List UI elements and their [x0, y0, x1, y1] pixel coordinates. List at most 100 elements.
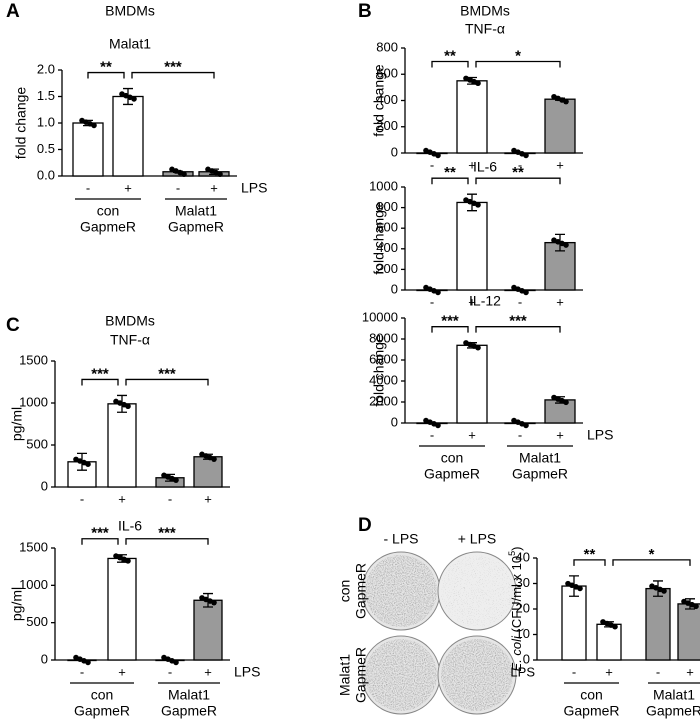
y-tick-label: 0	[391, 144, 398, 159]
significance-label: ***	[158, 525, 176, 542]
x-tick-label: -	[518, 427, 522, 442]
significance-label: **	[444, 48, 456, 65]
x-tick-label: -	[168, 491, 172, 506]
significance-label: ***	[441, 313, 459, 330]
bar	[193, 599, 223, 661]
replicate-dot	[523, 289, 529, 296]
replicate-dot	[435, 422, 441, 429]
x-tick-label: +	[124, 180, 132, 195]
group-label: con	[97, 203, 120, 219]
x-tick-label: +	[605, 664, 613, 679]
bar	[456, 80, 488, 154]
x-tick-label: +	[210, 180, 218, 195]
x-tick-label: +	[556, 427, 564, 442]
replicate-dot	[211, 599, 217, 606]
y-axis-label-part: )	[509, 547, 524, 551]
y-tick-label: 200	[376, 118, 398, 133]
x-tick-label: -	[430, 294, 434, 309]
significance-label: ***	[91, 525, 109, 542]
x-tick-label: -	[518, 157, 522, 172]
significance-label: **	[512, 164, 524, 181]
significance-bracket	[81, 378, 119, 386]
group-label: con	[91, 687, 114, 703]
group-label: Malat1	[175, 203, 217, 219]
y-tick-label: 4000	[369, 372, 398, 387]
replicate-dot	[523, 152, 529, 159]
replicate-dot	[661, 588, 667, 594]
y-tick-label: 0.0	[37, 167, 55, 182]
plates: - LPS + LPS con GapmeR Malat1 GapmeR	[337, 531, 517, 715]
significance-bracket	[431, 326, 469, 333]
significance-label: **	[584, 546, 596, 563]
replicate-dot	[91, 122, 97, 129]
x-tick-label: -	[430, 157, 434, 172]
significance-bracket	[573, 559, 606, 566]
panel-label: A	[6, 1, 20, 22]
y-axis-label: E. coli (CFU/ml x 105)	[507, 547, 524, 672]
replicate-dot	[563, 399, 569, 406]
y-tick-label: 6000	[369, 351, 398, 366]
bar	[456, 201, 488, 291]
x-tick-label: -	[518, 294, 522, 309]
x-tick-label: -	[168, 664, 172, 679]
replicate-dot	[173, 659, 179, 666]
y-axis-label: fold change	[371, 202, 387, 275]
panel-label: B	[358, 1, 372, 22]
significance-bracket	[81, 538, 119, 545]
y-tick-label: 1000	[19, 394, 48, 409]
bar	[193, 456, 223, 488]
group-label: GapmeR	[563, 703, 619, 719]
bar	[112, 95, 144, 177]
y-tick-label: 400	[376, 240, 398, 255]
group-label: Malat1	[519, 450, 561, 466]
bar	[456, 344, 488, 424]
significance-label: ***	[164, 59, 182, 76]
y-tick-label: 1000	[369, 178, 398, 193]
y-tick-label: 1000	[19, 577, 48, 592]
replicate-dot	[435, 152, 441, 159]
replicate-dot	[125, 403, 131, 410]
y-axis-label: pg/ml	[9, 407, 25, 441]
y-tick-label: 40	[516, 549, 530, 564]
group-label: Malat1	[168, 687, 210, 703]
plate-column-label: - LPS	[383, 531, 418, 547]
significance-bracket	[475, 326, 561, 333]
lps-label: LPS	[241, 180, 267, 196]
significance-label: *	[515, 48, 521, 65]
chart-title: IL-6	[118, 518, 142, 534]
replicate-dot	[612, 623, 618, 630]
significance-bracket	[475, 177, 561, 185]
replicate-dot	[217, 171, 223, 177]
plate-colonies	[365, 555, 437, 627]
significance-bracket	[431, 177, 469, 185]
plate-colonies	[365, 639, 437, 711]
lps-label: LPS	[234, 664, 260, 680]
replicate-dot	[563, 98, 569, 105]
replicate-dot	[85, 461, 91, 468]
plate-row-label: GapmeR	[353, 647, 369, 703]
y-tick-label: 2000	[369, 393, 398, 408]
y-tick-label: 0	[523, 651, 530, 666]
plate-row-label: Malat1	[337, 654, 353, 696]
y-tick-label: 1500	[19, 539, 48, 554]
plate-colonies	[441, 639, 513, 711]
replicate-dot	[475, 80, 481, 87]
y-axis-label-part: E. coli	[509, 635, 524, 672]
chart-title: IL-12	[469, 293, 501, 309]
x-tick-label: +	[204, 664, 212, 679]
x-tick-label: +	[686, 664, 694, 679]
bar	[561, 585, 587, 661]
chart-title: Malat1	[109, 36, 151, 52]
group-label: con	[580, 687, 603, 703]
plate-colonies	[441, 555, 513, 627]
x-tick-label: -	[656, 664, 660, 679]
y-tick-label: 8000	[369, 330, 398, 345]
y-tick-label: 600	[376, 220, 398, 235]
y-tick-label: 0	[41, 478, 48, 493]
significance-label: ***	[158, 365, 176, 382]
bar	[677, 603, 700, 661]
replicate-dot	[131, 96, 137, 102]
replicate-dot	[563, 242, 569, 248]
significance-bracket	[612, 559, 691, 566]
plate-row-label: con	[337, 580, 353, 603]
